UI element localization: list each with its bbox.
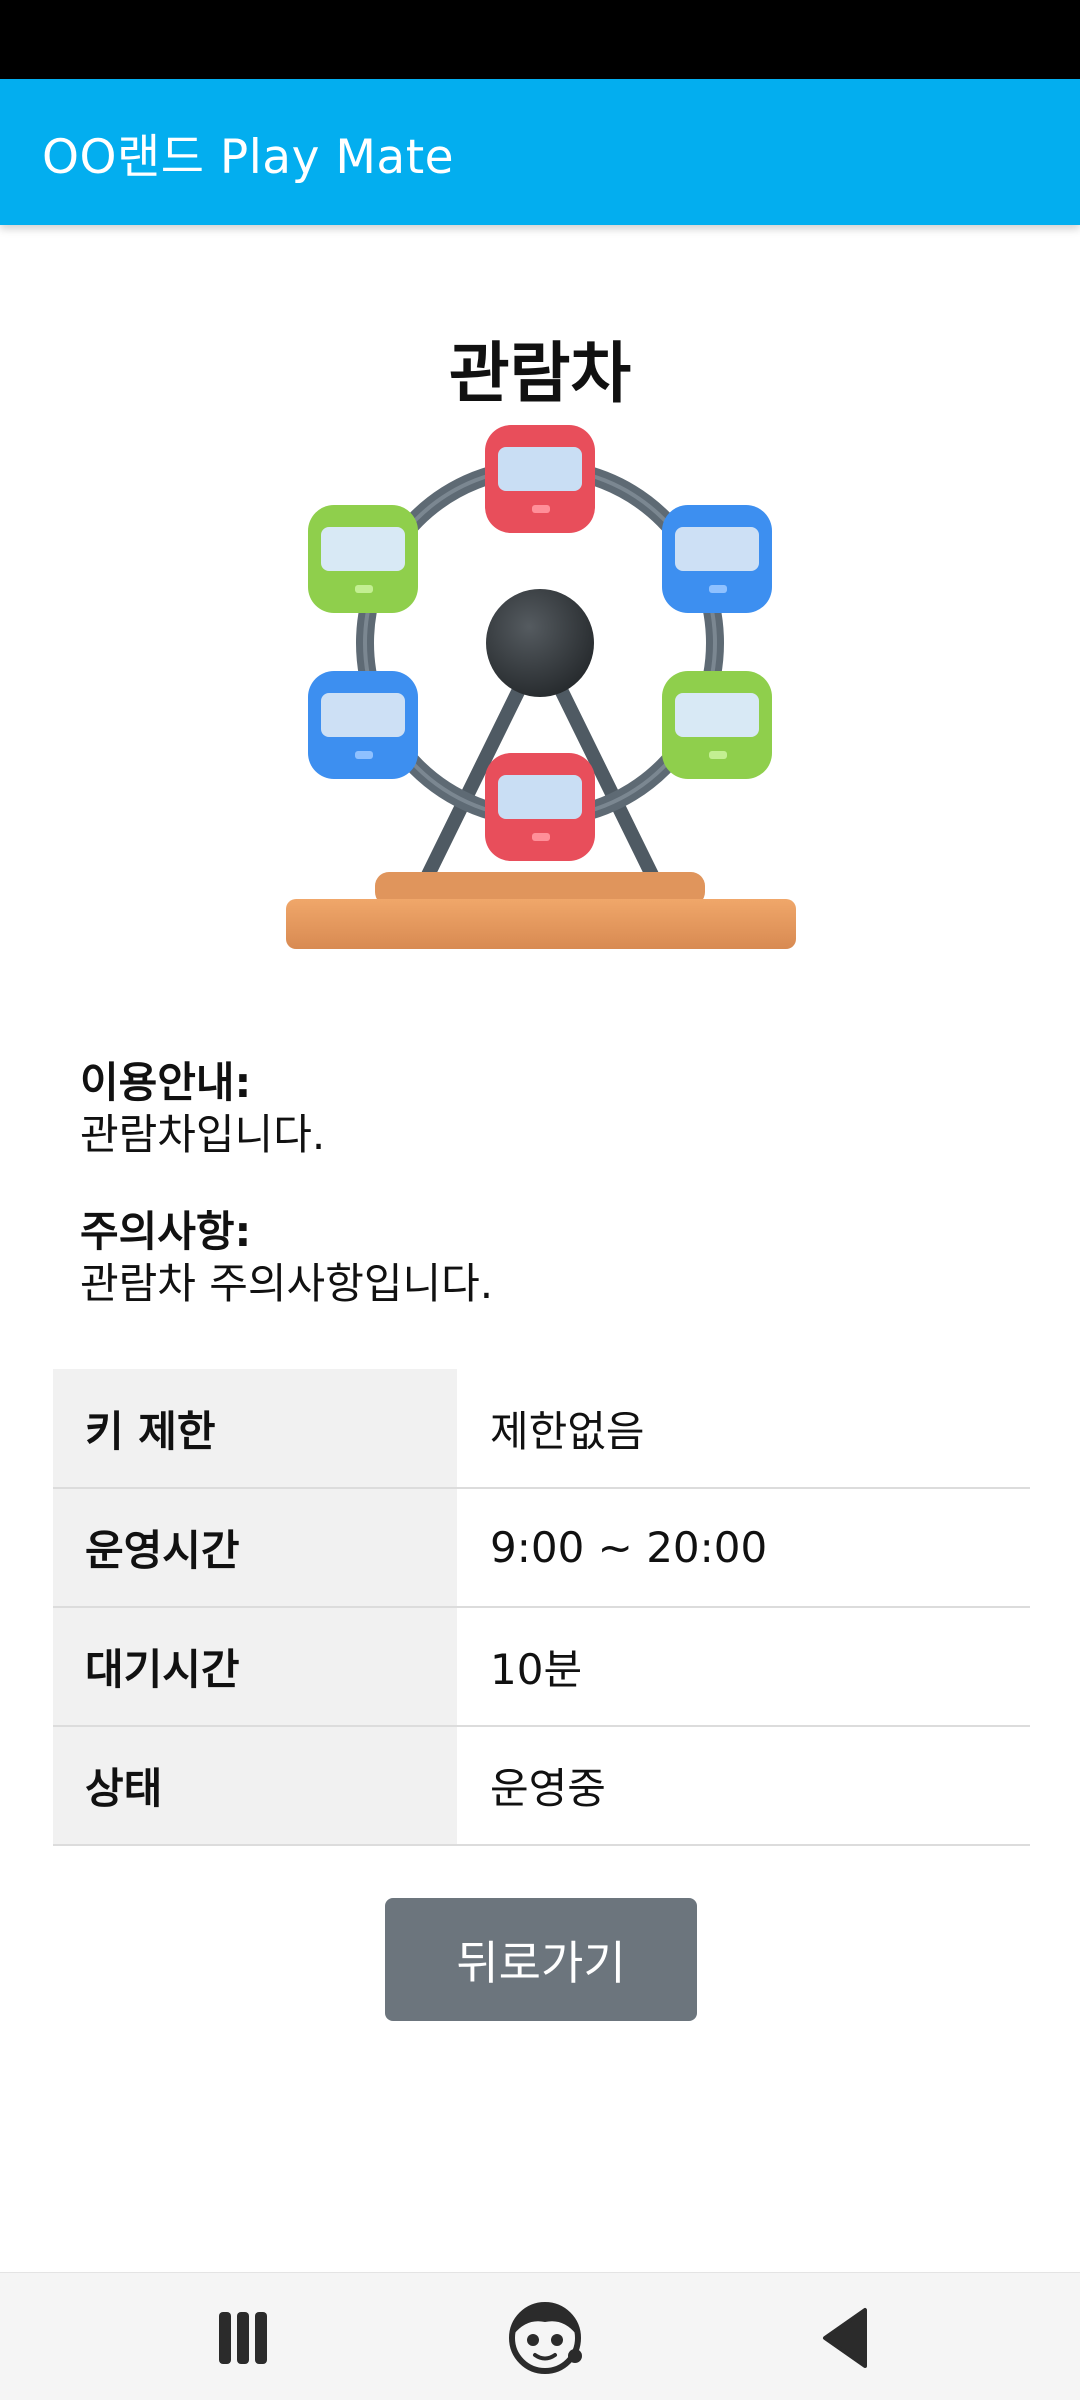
wait-time-key: 대기시간 <box>53 1607 457 1727</box>
back-button[interactable]: 뒤로가기 <box>385 1898 697 2021</box>
app-bar: OO랜드 Play Mate <box>0 79 1080 225</box>
operating-hours-key: 운영시간 <box>53 1488 457 1608</box>
guide-label: 이용안내: <box>80 1058 252 1107</box>
height-limit-key: 키 제한 <box>53 1369 457 1489</box>
ferris-wheel-icon <box>286 425 796 949</box>
recent-apps-button[interactable] <box>188 2293 298 2383</box>
caution-text: 관람차 주의사항입니다. <box>80 1259 494 1308</box>
app-title: OO랜드 Play Mate <box>42 129 455 185</box>
table-row-operating-hours: 운영시간 9:00 ~ 20:00 <box>53 1488 1030 1608</box>
status-key: 상태 <box>53 1726 457 1846</box>
back-triangle-icon <box>823 2308 867 2368</box>
wait-time-value: 10분 <box>457 1607 1030 1727</box>
caution-label: 주의사항: <box>80 1207 252 1256</box>
ride-detail: 관람차 <box>0 225 1080 2270</box>
operating-hours-value: 9:00 ~ 20:00 <box>457 1488 1030 1608</box>
ride-info-table: 키 제한 제한없음 운영시간 9:00 ~ 20:00 대기시간 10분 상태 … <box>53 1369 1030 1846</box>
status-bar <box>0 0 1080 79</box>
table-row-wait-time: 대기시간 10분 <box>53 1607 1030 1727</box>
recent-apps-icon <box>219 2312 267 2364</box>
ride-title: 관람차 <box>448 335 632 412</box>
system-nav-bar <box>0 2272 1080 2400</box>
status-value: 운영중 <box>457 1726 1030 1846</box>
caution-section: 주의사항: 관람차 주의사항입니다. <box>80 1206 980 1310</box>
height-limit-value: 제한없음 <box>457 1369 1030 1489</box>
table-row-status: 상태 운영중 <box>53 1726 1030 1846</box>
guide-section: 이용안내: 관람차입니다. <box>80 1057 980 1161</box>
table-row-height-limit: 키 제한 제한없음 <box>53 1369 1030 1489</box>
guide-text: 관람차입니다. <box>80 1110 326 1159</box>
home-button[interactable] <box>490 2293 600 2383</box>
system-back-button[interactable] <box>790 2293 900 2383</box>
home-avatar-icon <box>509 2302 582 2374</box>
